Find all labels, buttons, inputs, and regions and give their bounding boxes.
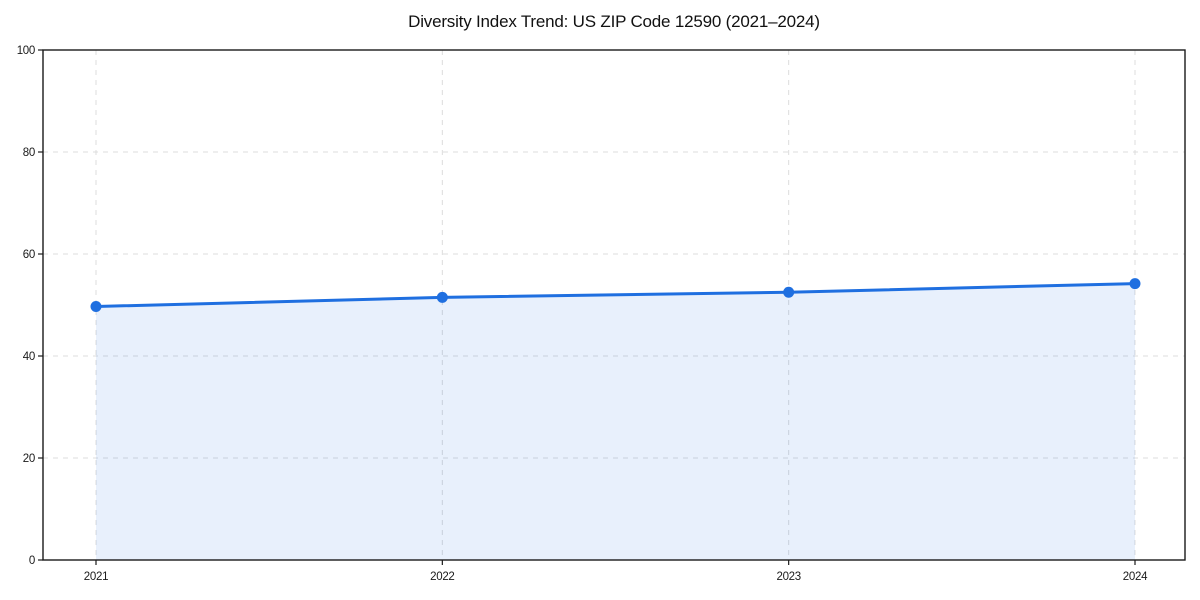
y-tick-label: 60 <box>23 249 35 261</box>
y-tick-label: 0 <box>29 555 35 567</box>
y-tick-label: 100 <box>17 45 35 57</box>
area-fill <box>96 283 1135 560</box>
x-tick-label: 2023 <box>776 571 800 583</box>
data-point-marker <box>783 286 795 298</box>
y-tick-label: 40 <box>23 351 35 363</box>
chart-title: Diversity Index Trend: US ZIP Code 12590… <box>408 12 820 31</box>
x-tick-label: 2024 <box>1123 571 1148 583</box>
x-tick-label: 2021 <box>84 571 108 583</box>
data-point-marker <box>436 291 448 303</box>
y-tick-label: 20 <box>23 453 35 465</box>
data-point-marker <box>90 301 102 313</box>
y-tick-label: 80 <box>23 147 35 159</box>
trend-line <box>94 282 1137 309</box>
plot-spines <box>42 49 1186 561</box>
data-point-marker <box>1129 278 1141 290</box>
x-tick-label: 2022 <box>430 571 454 583</box>
